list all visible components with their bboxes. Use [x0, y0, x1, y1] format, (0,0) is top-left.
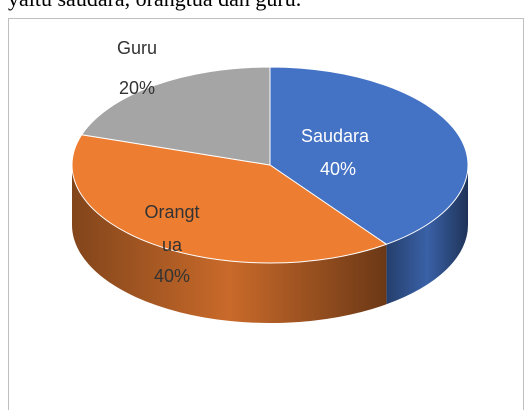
category-label: Orangtua — [144, 202, 200, 255]
value-label: 40% — [319, 159, 357, 179]
slice-top — [269, 66, 469, 245]
slice-top — [80, 66, 271, 166]
chart-frame — [8, 18, 524, 410]
slice-top — [71, 134, 388, 264]
value-label: 40% — [153, 266, 191, 286]
pie-slice — [80, 66, 271, 166]
paragraph-text: yaitu saudara, orangtua dan guru. — [8, 0, 301, 12]
category-label: Guru — [116, 38, 158, 58]
value-label: 20% — [118, 78, 156, 98]
slice-side — [386, 165, 468, 305]
slice-side — [72, 165, 387, 323]
pie-slice — [71, 134, 388, 323]
pie-slice — [269, 66, 469, 305]
category-label: Saudara — [300, 126, 370, 146]
